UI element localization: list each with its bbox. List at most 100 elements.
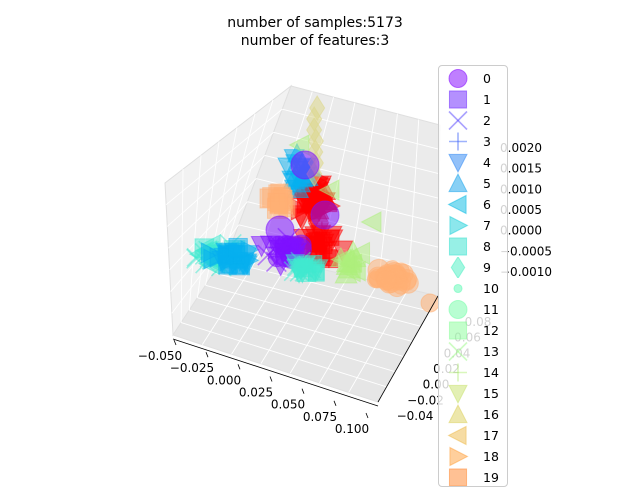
legend-item: 16 — [439, 404, 507, 425]
legend-marker-triangle-up-icon — [448, 173, 468, 193]
legend-marker-triangle-left-icon — [447, 194, 467, 215]
grid-line — [166, 131, 274, 227]
chart-title: number of samples:5173 number of feature… — [170, 14, 460, 50]
z-tick-label: −0.0005 — [500, 244, 552, 258]
legend-marker — [448, 321, 468, 340]
legend-label: 4 — [483, 155, 491, 170]
scatter-point — [269, 193, 289, 213]
legend-marker — [448, 404, 468, 424]
legend-label: 7 — [483, 218, 491, 233]
legend-label: 8 — [483, 239, 491, 254]
legend-item: 7 — [439, 215, 507, 236]
grid-line — [197, 297, 404, 358]
legend-label: 19 — [483, 470, 499, 485]
legend-marker — [448, 237, 468, 256]
grid-line — [205, 284, 413, 342]
x-tick-label: 0.000 — [207, 373, 241, 387]
legend-marker — [448, 173, 468, 193]
legend-label: 16 — [483, 407, 499, 422]
z-tick-label: 0.0020 — [500, 141, 542, 155]
legend-marker — [448, 110, 468, 131]
grid-line — [213, 272, 421, 327]
x-tick-mark — [205, 352, 209, 358]
x-tick-mark — [237, 364, 241, 370]
legend-label: 9 — [483, 260, 491, 275]
x-tick-label: −0.050 — [138, 349, 182, 363]
grid-line — [180, 169, 184, 323]
chart-title-line-2: number of features:3 — [240, 33, 390, 49]
x-tick-label: 0.075 — [303, 410, 337, 424]
legend-item: 0 — [439, 68, 507, 89]
scatter-point — [375, 269, 397, 291]
legend-marker-plus-icon — [449, 132, 467, 151]
legend-item: 2 — [439, 110, 507, 131]
legend-marker-triangle-down-icon — [448, 153, 468, 173]
legend-marker-square-icon — [448, 468, 468, 486]
legend-item: 13 — [439, 341, 507, 362]
legend-marker-circle-icon — [448, 300, 468, 319]
z-tick-label: −0.0010 — [500, 265, 552, 279]
legend-marker-square-icon — [448, 237, 468, 256]
x-tick-mark — [301, 388, 305, 394]
scatter-point — [314, 237, 334, 257]
legend-item: 1 — [439, 89, 507, 110]
legend-label: 0 — [483, 71, 491, 86]
legend-label: 10 — [483, 281, 499, 296]
scatter-point — [360, 211, 382, 233]
legend-marker — [448, 90, 468, 109]
x-tick-label: 0.100 — [335, 422, 369, 436]
legend-marker-triangle-up-icon — [448, 404, 468, 424]
x-tick-mark — [365, 412, 369, 419]
legend-label: 11 — [483, 302, 499, 317]
legend-item: 3 — [439, 131, 507, 152]
legend-item: 19 — [439, 467, 507, 486]
y-tick-label: −0.02 — [407, 393, 444, 407]
legend-marker-diamond-icon — [450, 257, 466, 278]
legend-item: 10 — [439, 278, 507, 299]
scatter-point — [290, 251, 311, 273]
grid-line — [407, 119, 420, 290]
scatter-point — [420, 293, 440, 313]
grid-line — [189, 309, 396, 373]
legend-marker — [448, 69, 468, 88]
y-tick-label: −0.04 — [397, 409, 434, 423]
legend-marker — [448, 468, 468, 486]
legend-marker-square-icon — [448, 321, 468, 340]
grid-line — [319, 282, 379, 384]
legend-marker — [449, 215, 469, 236]
legend-label: 12 — [483, 323, 499, 338]
x-axis-line — [172, 338, 379, 407]
legend-marker — [447, 425, 467, 446]
legend-marker-triangle-down-icon — [448, 384, 468, 404]
legend-marker — [453, 283, 463, 294]
legend-item: 12 — [439, 320, 507, 341]
grid-line — [168, 155, 266, 249]
scatter-point — [318, 179, 340, 201]
y-axis-line — [377, 295, 439, 403]
legend-marker — [448, 341, 468, 362]
legend-marker — [448, 300, 468, 319]
x-tick-label: 0.025 — [239, 386, 273, 400]
legend-item: 8 — [439, 236, 507, 257]
grid-line — [378, 113, 398, 283]
legend-item: 15 — [439, 383, 507, 404]
scatter-point — [310, 200, 340, 230]
scatter-point — [334, 249, 355, 270]
grid-line — [260, 268, 320, 364]
x-tick-label: −0.025 — [170, 361, 214, 375]
legend-label: 18 — [483, 449, 499, 464]
tick-labels: −0.050−0.0250.0000.0250.0500.0750.100−0.… — [138, 141, 552, 436]
x-tick-mark — [333, 400, 337, 406]
legend-label: 2 — [483, 113, 491, 128]
grid-line — [221, 259, 430, 312]
scatter-point — [290, 150, 320, 180]
legend-marker-small-circle-icon — [453, 283, 463, 294]
legend-marker-triangle-left-icon — [447, 425, 467, 446]
legend-marker-circle-icon — [448, 69, 468, 88]
scatter-point — [228, 237, 248, 258]
chart-legend: 0 1 2 3 4 5 6 7 8 9 10 11 12 13 14 15 16 17 18 19 — [438, 65, 508, 487]
z-tick-label: 0.0015 — [500, 162, 542, 176]
grid-line — [221, 99, 274, 261]
legend-label: 1 — [483, 92, 491, 107]
